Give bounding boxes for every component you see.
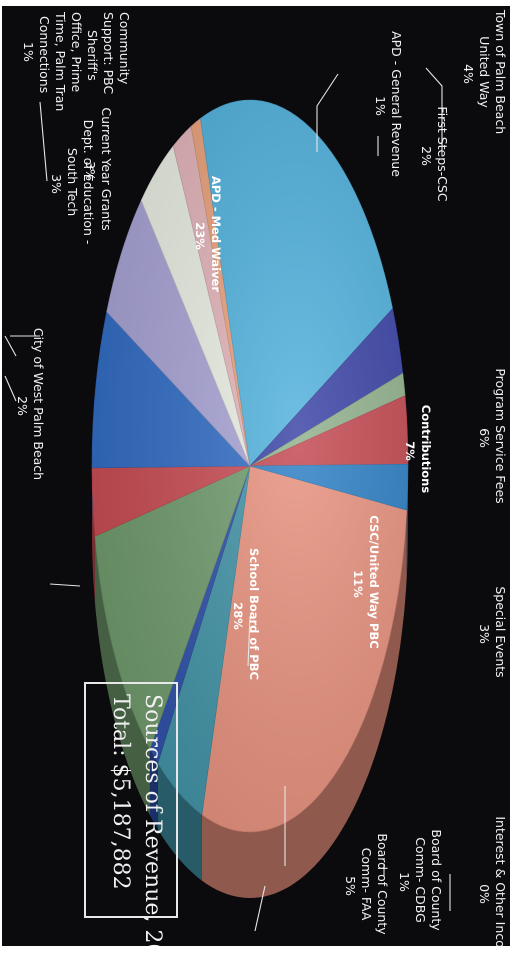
label-contributions: Contributions 7% xyxy=(403,405,433,497)
pie-chart: Interest & Other Income 0% Board of Coun… xyxy=(4,9,508,946)
label-firststeps-name: First Steps-CSC xyxy=(435,106,450,201)
label-faa-line2: Comm- FAA xyxy=(359,848,374,921)
label-community-support: Community Support: PBC Sheriff's Office,… xyxy=(21,11,132,115)
label-community-pct: 1% xyxy=(21,42,36,62)
label-apdgen-name: APD - General Revenue xyxy=(389,31,404,177)
label-community-line4: Office, Prime xyxy=(69,12,84,93)
label-interest-name: Interest & Other Income xyxy=(493,816,508,946)
label-town-pct: 4% xyxy=(461,64,476,84)
label-apd-med-waiver: APD - Med Waiver 23% xyxy=(193,176,223,296)
label-contrib-name: Contributions xyxy=(419,405,433,494)
label-community-line2: Support: PBC xyxy=(101,12,116,94)
label-community-line5: Time, Palm Tran xyxy=(53,11,68,111)
label-apdmed-pct: 23% xyxy=(193,222,207,250)
label-faa-line1: Board of County xyxy=(375,833,390,935)
label-city-west-palm-beach: City of West Palm Beach 2% xyxy=(15,328,46,484)
label-firststeps-pct: 2% xyxy=(419,146,434,166)
label-csc-name: CSC/United Way PBC xyxy=(367,515,381,648)
label-program-service-fees: Program Service Fees 6% xyxy=(477,368,508,507)
label-cdbg-line1: Board of County xyxy=(429,829,444,931)
rotated-chart-panel: Interest & Other Income 0% Board of Coun… xyxy=(2,6,510,946)
label-apdmed-name: APD - Med Waiver xyxy=(209,176,223,292)
label-school-pct: 28% xyxy=(231,602,245,630)
label-csc-pct: 11% xyxy=(351,570,365,598)
label-cwpb-name: City of West Palm Beach xyxy=(31,328,46,480)
leader-lines xyxy=(4,67,451,932)
label-community-line6: Connections xyxy=(37,16,52,93)
label-apd-general-revenue: APD - General Revenue 1% xyxy=(373,31,404,181)
label-first-steps: First Steps-CSC 2% xyxy=(419,106,450,205)
label-cwpb-pct: 2% xyxy=(15,396,30,416)
label-cdbg: Board of County Comm- CDBG 1% xyxy=(397,829,444,934)
label-csc-united-way: CSC/United Way PBC 11% xyxy=(351,515,381,652)
label-town-palm-beach: Town of Palm Beach United Way 4% xyxy=(461,9,508,138)
label-town-line1: Town of Palm Beach xyxy=(493,9,508,134)
label-dept-education: Dept. of Education - South Tech 3% xyxy=(49,120,96,249)
label-school-board: School Board of PBC 28% xyxy=(231,548,261,684)
label-faa-pct: 5% xyxy=(343,876,358,896)
label-special-pct: 3% xyxy=(477,624,492,644)
label-community-line1: Community xyxy=(117,12,132,85)
label-cyg-pct: 3% xyxy=(83,161,98,181)
chart-title: Sources of Revenue, 2008-2009 xyxy=(140,694,165,946)
label-psf-pct: 6% xyxy=(477,428,492,448)
label-doe-line2: South Tech xyxy=(65,148,80,216)
label-apdgen-pct: 1% xyxy=(373,96,388,116)
label-current-year-grants: Current Year Grants 3% xyxy=(83,107,114,234)
chart-title-box: Sources of Revenue, 2008-2009 Total: $5,… xyxy=(84,682,178,946)
label-contrib-pct: 7% xyxy=(403,441,417,461)
label-school-name: School Board of PBC xyxy=(247,548,261,680)
label-faa: Board of County Comm- FAA 5% xyxy=(343,833,390,938)
label-community-line3: Sheriff's xyxy=(85,30,100,81)
label-town-line2: United Way xyxy=(477,36,492,108)
label-interest-pct: 0% xyxy=(477,884,492,904)
label-cyg-name: Current Year Grants xyxy=(99,107,114,230)
chart-subtitle: Total: $5,187,882 xyxy=(108,694,133,890)
label-cdbg-line2: Comm- CDBG xyxy=(413,837,428,923)
label-special-events: Special Events 3% xyxy=(477,586,508,681)
label-special-name: Special Events xyxy=(493,586,508,677)
label-doe-line1: Dept. of Education - xyxy=(81,120,96,245)
label-psf-name: Program Service Fees xyxy=(493,368,508,503)
label-cdbg-pct: 1% xyxy=(397,872,412,892)
label-interest: Interest & Other Income 0% xyxy=(477,816,508,946)
label-doe-pct: 3% xyxy=(49,174,64,194)
